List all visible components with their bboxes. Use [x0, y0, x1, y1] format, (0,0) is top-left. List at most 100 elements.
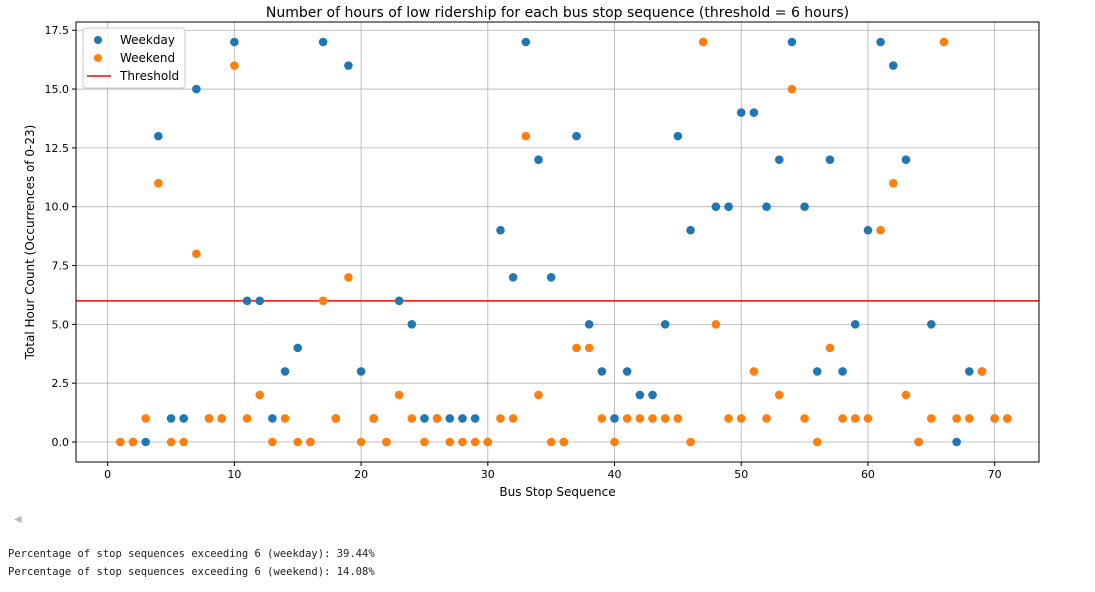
- y-tick-label: 10.0: [45, 201, 70, 214]
- x-tick-label: 70: [988, 468, 1002, 481]
- weekday-point: [508, 272, 518, 282]
- weekend-point: [420, 437, 429, 447]
- weekend-point: [622, 414, 632, 423]
- weekday-point: [470, 414, 480, 423]
- weekend-point: [483, 437, 493, 447]
- weekday-point: [774, 155, 784, 164]
- weekend-point: [470, 437, 480, 447]
- weekend-point: [154, 178, 163, 188]
- weekday-point: [141, 437, 150, 447]
- weekday-point: [242, 296, 252, 306]
- weekend-point: [876, 225, 885, 235]
- weekday-point: [686, 225, 695, 235]
- weekend-point: [914, 437, 923, 447]
- weekday-point: [736, 108, 746, 117]
- weekend-point: [306, 437, 315, 447]
- weekend-point: [686, 437, 695, 447]
- x-axis-label: Bus Stop Sequence: [499, 485, 615, 499]
- weekend-point: [635, 414, 645, 423]
- weekend-point: [597, 414, 607, 423]
- weekend-point: [268, 437, 277, 447]
- weekday-point: [166, 414, 176, 423]
- weekday-point: [521, 37, 531, 47]
- weekend-point: [242, 414, 252, 423]
- weekday-point: [850, 320, 860, 329]
- weekend-point: [812, 437, 822, 447]
- legend-weekday-marker: [94, 36, 102, 44]
- weekend-point: [787, 84, 797, 94]
- weekday-point: [660, 320, 670, 329]
- x-tick-label: 50: [734, 468, 748, 481]
- axis-ticks: 0 10 20 30 40 50 60 70 0.0 2.5 5.0 7.5 10.0 12.5 15.0 1…: [45, 24, 1002, 481]
- weekday-point: [610, 414, 619, 423]
- weekday-point: [825, 155, 835, 164]
- weekend-point: [116, 437, 125, 447]
- weekend-point: [546, 437, 556, 447]
- chart-title: Number of hours of low ridership for eac…: [266, 5, 849, 21]
- weekday-point: [800, 202, 809, 212]
- weekend-point: [660, 414, 670, 423]
- weekday-point: [546, 272, 556, 282]
- weekend-point: [344, 272, 353, 282]
- weekend-point: [318, 296, 328, 306]
- weekend-point: [990, 414, 999, 423]
- weekend-point: [736, 414, 746, 423]
- y-tick-label: 2.5: [52, 377, 70, 390]
- weekend-point: [952, 414, 961, 423]
- weekday-point: [344, 61, 353, 70]
- weekend-point: [673, 414, 683, 423]
- y-tick-label: 12.5: [45, 142, 70, 155]
- weekend-point: [888, 178, 898, 188]
- weekend-point: [407, 414, 417, 423]
- weekday-point: [534, 155, 543, 164]
- weekend-point: [572, 343, 581, 353]
- weekday-point: [584, 320, 594, 329]
- scatter-chart: Number of hours of low ridership for eac…: [23, 5, 1040, 499]
- output-weekday-line: Percentage of stop sequences exceeding 6…: [8, 548, 375, 560]
- x-tick-label: 40: [608, 468, 622, 481]
- x-tick-label: 10: [227, 468, 241, 481]
- weekday-point: [293, 343, 303, 353]
- x-tick-label: 60: [861, 468, 875, 481]
- y-axis-label: Total Hour Count (Occurrences of 0-23): [23, 125, 37, 361]
- weekday-point: [635, 390, 645, 400]
- weekend-point: [939, 37, 949, 47]
- legend-box: [82, 27, 186, 89]
- weekday-point: [230, 37, 239, 47]
- weekend-point: [128, 437, 138, 447]
- legend: Weekday Weekend Threshold: [82, 27, 186, 89]
- weekday-point: [673, 131, 683, 141]
- y-tick-label: 0.0: [52, 436, 70, 449]
- weekday-point: [597, 367, 607, 376]
- y-tick-label: 7.5: [52, 260, 70, 273]
- weekday-point: [787, 37, 797, 47]
- weekend-point: [141, 414, 150, 423]
- weekend-point: [977, 367, 987, 376]
- weekday-point: [496, 225, 505, 235]
- weekday-point: [965, 367, 974, 376]
- weekend-point: [192, 249, 201, 259]
- series-weekday: [116, 37, 1012, 447]
- weekend-point: [724, 414, 733, 423]
- weekday-point: [838, 367, 847, 376]
- weekday-point: [812, 367, 822, 376]
- weekend-point: [850, 414, 860, 423]
- weekday-point: [458, 414, 467, 423]
- weekend-point: [508, 414, 518, 423]
- legend-weekend-marker: [94, 54, 102, 62]
- weekday-point: [192, 84, 201, 94]
- weekend-point: [965, 414, 974, 423]
- weekday-point: [648, 390, 657, 400]
- scroll-left-icon[interactable]: ◀: [14, 514, 22, 525]
- y-tick-label: 5.0: [52, 318, 70, 331]
- weekday-point: [356, 367, 366, 376]
- weekday-point: [154, 131, 163, 141]
- weekday-point: [876, 37, 885, 47]
- weekend-point: [280, 414, 290, 423]
- weekend-point: [559, 437, 569, 447]
- weekday-point: [407, 320, 417, 329]
- weekday-point: [863, 225, 873, 235]
- weekend-point: [230, 61, 239, 70]
- data-points: [116, 37, 1012, 447]
- weekday-point: [711, 202, 721, 212]
